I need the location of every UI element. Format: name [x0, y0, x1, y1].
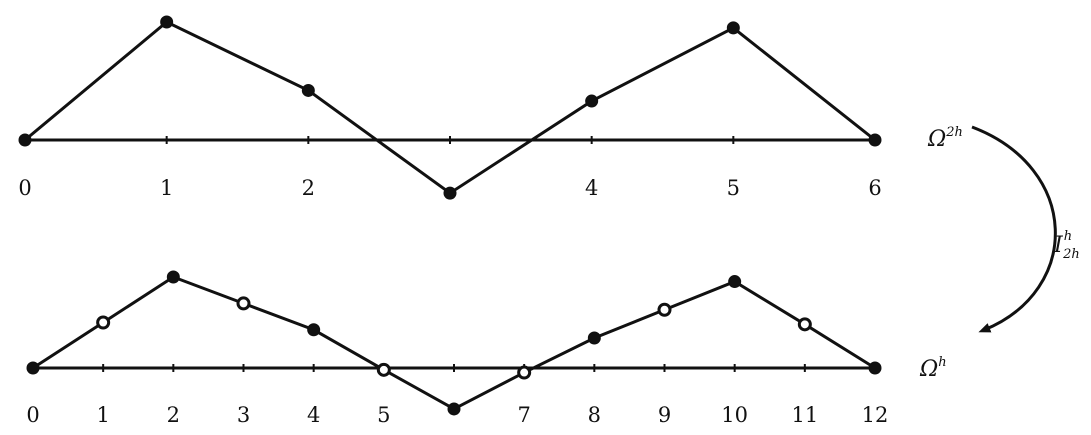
interpolation-arrow [971, 125, 1057, 333]
coarse-function-curve [24, 20, 876, 195]
fine-tick-label-9: 9 [658, 403, 671, 427]
coarse-point-2 [301, 83, 315, 97]
fine-tick-label-5: 5 [377, 403, 390, 427]
fine-point-0 [26, 361, 40, 375]
fine-interpolated-point-7 [517, 365, 532, 380]
coarse-grid-label: Ω2h [927, 125, 963, 152]
fine-point-12 [868, 361, 882, 375]
coarse-point-0 [18, 133, 32, 147]
fine-interpolated-point-11 [797, 317, 812, 332]
fine-interpolated-point-5 [376, 362, 391, 377]
fine-point-4 [307, 323, 321, 337]
fine-interpolated-point-1 [96, 315, 111, 330]
fine-point-10 [728, 275, 742, 289]
fine-function-curve [32, 275, 876, 411]
fine-grid: 0 1 2 3 4 5 7 8 9 10 11 12 [26, 270, 888, 427]
coarse-tick-label-2: 2 [302, 176, 315, 200]
fine-point-6 [447, 402, 461, 416]
fine-tick-labels: 0 1 2 3 4 5 7 8 9 10 11 12 [26, 403, 888, 427]
fine-tick-label-2: 2 [167, 403, 180, 427]
coarse-tick-label-6: 6 [868, 176, 881, 200]
coarse-tick-label-5: 5 [727, 176, 740, 200]
coarse-grid: 0 1 2 4 5 6 [18, 15, 882, 200]
fine-tick-label-11: 11 [791, 403, 818, 427]
fine-points [26, 270, 882, 416]
coarse-point-4 [585, 94, 599, 108]
fine-tick-label-12: 12 [862, 403, 889, 427]
fine-tick-label-10: 10 [721, 403, 748, 427]
fine-tick-label-7: 7 [517, 403, 530, 427]
fine-point-2 [166, 270, 180, 284]
coarse-tick-label-1: 1 [160, 176, 173, 200]
coarse-tick-label-0: 0 [18, 176, 31, 200]
coarse-point-5 [726, 21, 740, 35]
coarse-point-6 [868, 133, 882, 147]
fine-tick-label-3: 3 [237, 403, 250, 427]
coarse-point-3 [443, 186, 457, 200]
fine-tick-label-4: 4 [307, 403, 320, 427]
coarse-tick-labels: 0 1 2 4 5 6 [18, 176, 881, 200]
interpolation-operator-label: Ih 2h [1053, 229, 1080, 262]
fine-point-8 [587, 331, 601, 345]
coarse-points [18, 15, 882, 200]
coarse-point-1 [160, 15, 174, 29]
fine-tick-label-1: 1 [96, 403, 109, 427]
fine-interpolated-point-9 [657, 302, 672, 317]
fine-grid-label: Ωh [919, 355, 947, 382]
fine-tick-label-0: 0 [26, 403, 39, 427]
fine-interpolated-point-3 [236, 296, 251, 311]
fine-tick-label-8: 8 [588, 403, 601, 427]
coarse-tick-label-4: 4 [585, 176, 598, 200]
